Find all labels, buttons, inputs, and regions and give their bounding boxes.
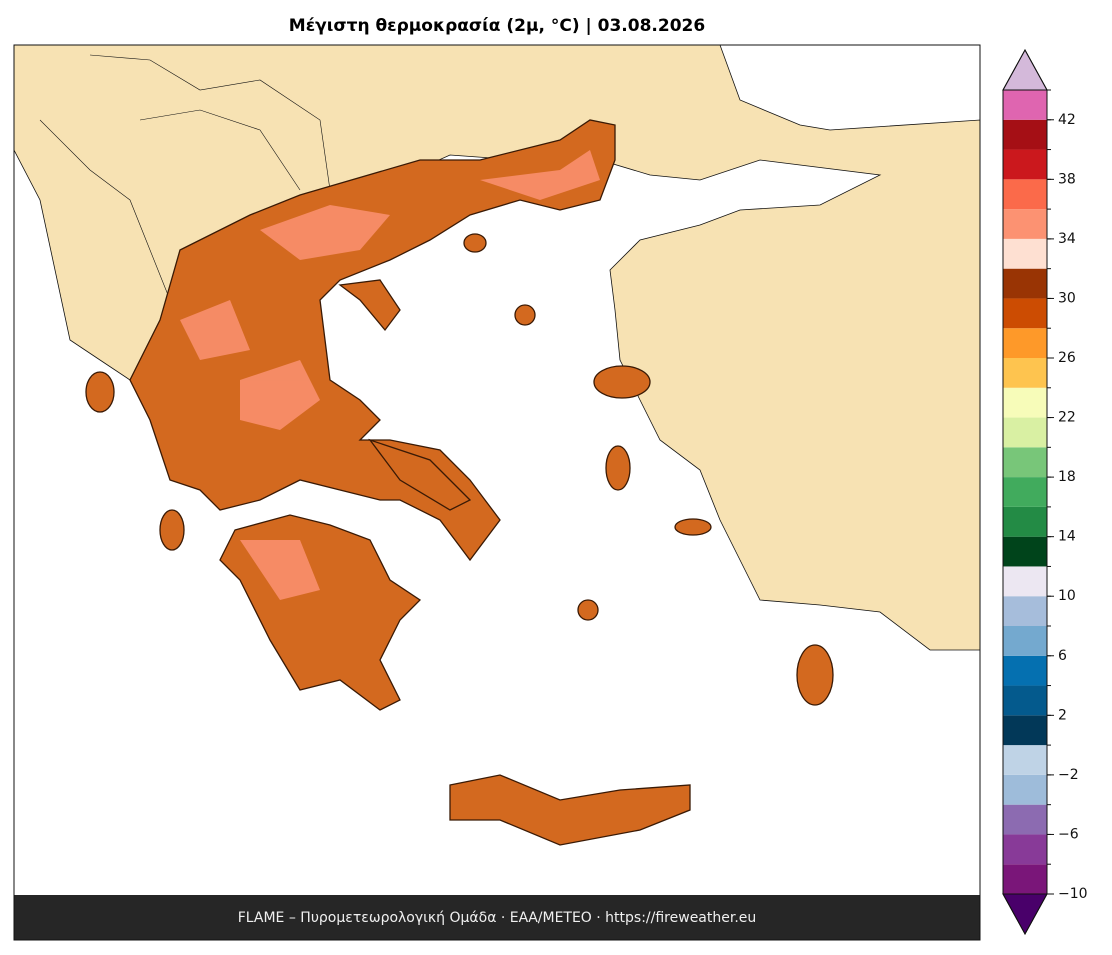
colorbar-bin: [1003, 536, 1047, 567]
colorbar-tick-label: 18: [1058, 469, 1076, 485]
colorbar-tick-label: 14: [1058, 529, 1076, 545]
border: [139, 109, 301, 191]
colorbar-bin: [1003, 745, 1047, 775]
colorbar-tick-label: 6: [1058, 648, 1067, 664]
colorbar-tick-label: −10: [1058, 886, 1088, 902]
border: [39, 119, 171, 301]
colorbar-tick-label: 10: [1058, 588, 1076, 604]
map-frame: [13, 44, 981, 941]
footer-text: FLAME – Πυρομετεωρολογική Ομάδα · ΕΑΑ/ME…: [238, 910, 757, 926]
colorbar-bin: [1003, 358, 1047, 388]
colorbar-under: [1002, 893, 1048, 936]
colorbar-bin: [1003, 626, 1047, 656]
colorbar-tick-label: −2: [1058, 767, 1079, 783]
colorbar-bin: [1003, 774, 1047, 805]
colorbar-bin: [1003, 268, 1047, 299]
colorbar-bin: [1003, 596, 1047, 626]
colorbar-bin: [1003, 685, 1047, 716]
map: FLAME – Πυρομετεωρολογική Ομάδα · ΕΑΑ/ME…: [13, 44, 981, 941]
colorbar-bin: [1003, 804, 1047, 835]
colorbar-bin: [1003, 298, 1047, 329]
colorbar-bin: [1003, 864, 1047, 894]
colorbar-bin: [1003, 179, 1047, 210]
colorbar-bin: [1003, 447, 1047, 478]
colorbar-over: [1002, 48, 1048, 91]
colorbar-bin: [1003, 506, 1047, 537]
colorbar-bin: [1003, 119, 1047, 150]
colorbar-bin: [1003, 834, 1047, 865]
colorbar-bin: [1003, 566, 1047, 597]
colorbar-bin: [1003, 238, 1047, 269]
colorbar-bin: [1003, 387, 1047, 418]
colorbar-bin: [1003, 149, 1047, 180]
border: [89, 54, 331, 191]
colorbar-bin: [1003, 90, 1047, 120]
colorbar-bin: [1003, 655, 1047, 686]
colorbar-bin: [1003, 209, 1047, 239]
map-title: Μέγιστη θερμοκρασία (2μ, °C) | 03.08.202…: [289, 16, 705, 36]
colorbar-tick-label: 26: [1058, 350, 1076, 366]
colorbar-tick-label: −6: [1058, 826, 1079, 842]
colorbar-tick-label: 22: [1058, 410, 1076, 426]
colorbar-bin: [1003, 328, 1047, 358]
colorbar-tick-label: 38: [1058, 171, 1076, 187]
colorbar-bin: [1003, 417, 1047, 448]
footer-band: [14, 895, 980, 940]
colorbar-bin: [1003, 715, 1047, 746]
hot-area: [180, 150, 600, 600]
colorbar-tick-label: 42: [1058, 112, 1076, 128]
colorbar-tick-label: 30: [1058, 290, 1076, 306]
colorbar-tick-label: 2: [1058, 707, 1067, 723]
colorbar-tick-label: 34: [1058, 231, 1076, 247]
colorbar-bin: [1003, 477, 1047, 507]
